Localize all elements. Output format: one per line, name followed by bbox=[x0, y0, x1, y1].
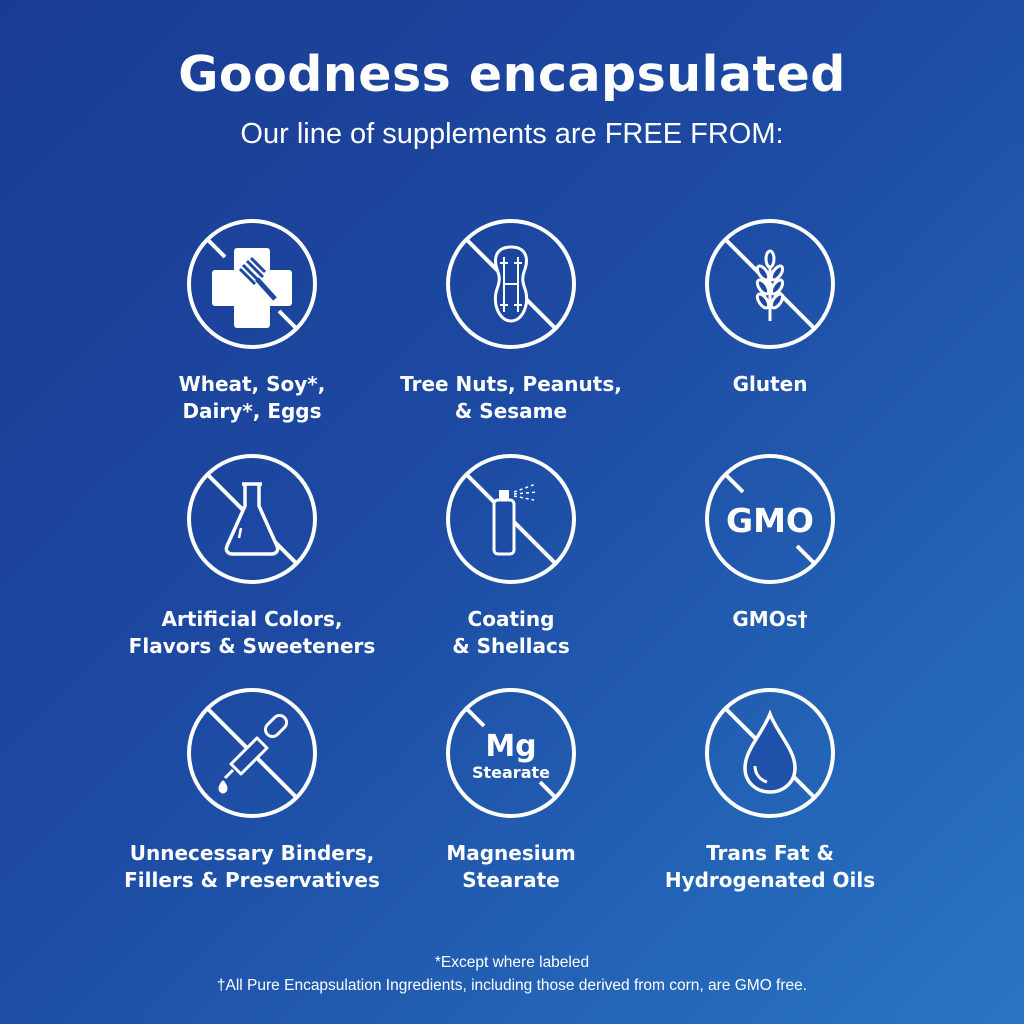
footnote-except: *Except where labeled bbox=[434, 954, 590, 971]
stearate-icon-text: Stearate bbox=[472, 763, 550, 782]
page-subtitle: Our line of supplements are FREE FROM: bbox=[240, 118, 784, 150]
free-from-item-gluten: Gluten bbox=[620, 217, 920, 398]
item-label-line2: & Shellacs bbox=[452, 634, 570, 658]
gmo-icon-text: GMO bbox=[726, 501, 814, 540]
no-allergen-cross-fork-icon bbox=[187, 219, 317, 349]
item-label-line1: GMOs† bbox=[732, 607, 808, 631]
free-from-item-allergens: Wheat, Soy*, Dairy*, Eggs bbox=[102, 217, 402, 425]
free-from-item-gmo: GMO GMOs† bbox=[620, 452, 920, 633]
item-label-line1: Artificial Colors, bbox=[161, 607, 343, 631]
item-label-line2: Fillers & Preservatives bbox=[124, 868, 380, 892]
item-label-line1: Wheat, Soy*, bbox=[178, 372, 326, 396]
item-label-line2: Stearate bbox=[462, 868, 560, 892]
item-label-line1: Trans Fat & bbox=[706, 841, 834, 865]
no-spray-can-icon bbox=[446, 454, 576, 584]
item-label-line2: Dairy*, Eggs bbox=[182, 399, 322, 423]
no-wheat-icon bbox=[705, 219, 835, 349]
no-flask-icon bbox=[187, 454, 317, 584]
item-label-line1: Unnecessary Binders, bbox=[129, 841, 375, 865]
item-label-line2: Flavors & Sweeteners bbox=[128, 634, 376, 658]
free-from-item-nuts: Tree Nuts, Peanuts, & Sesame bbox=[361, 217, 661, 425]
no-oil-drop-icon bbox=[705, 688, 835, 818]
free-from-item-coating: Coating & Shellacs bbox=[361, 452, 661, 660]
item-label-line2: & Sesame bbox=[454, 399, 568, 423]
free-from-item-binders: Unnecessary Binders, Fillers & Preservati… bbox=[102, 686, 402, 894]
item-label-line1: Gluten bbox=[732, 372, 808, 396]
no-gmo-icon: GMO bbox=[705, 454, 835, 584]
free-from-item-trans-fat: Trans Fat & Hydrogenated Oils bbox=[620, 686, 920, 894]
item-label-line1: Tree Nuts, Peanuts, bbox=[400, 372, 622, 396]
free-from-item-mg-stearate: Mg Stearate Magnesium Stearate bbox=[361, 686, 661, 894]
mg-icon-text: Mg bbox=[485, 729, 536, 764]
item-label-line2: Hydrogenated Oils bbox=[664, 868, 876, 892]
page-title: Goodness encapsulated bbox=[178, 46, 846, 103]
footnote-gmo: †All Pure Encapsulation Ingredients, inc… bbox=[216, 977, 808, 994]
no-mg-stearate-icon: Mg Stearate bbox=[446, 688, 576, 818]
no-peanut-icon bbox=[446, 219, 576, 349]
no-dropper-icon bbox=[187, 688, 317, 818]
free-from-item-artificial: Artificial Colors, Flavors & Sweeteners bbox=[102, 452, 402, 660]
item-label-line1: Coating bbox=[467, 607, 555, 631]
item-label-line1: Magnesium bbox=[446, 841, 576, 865]
